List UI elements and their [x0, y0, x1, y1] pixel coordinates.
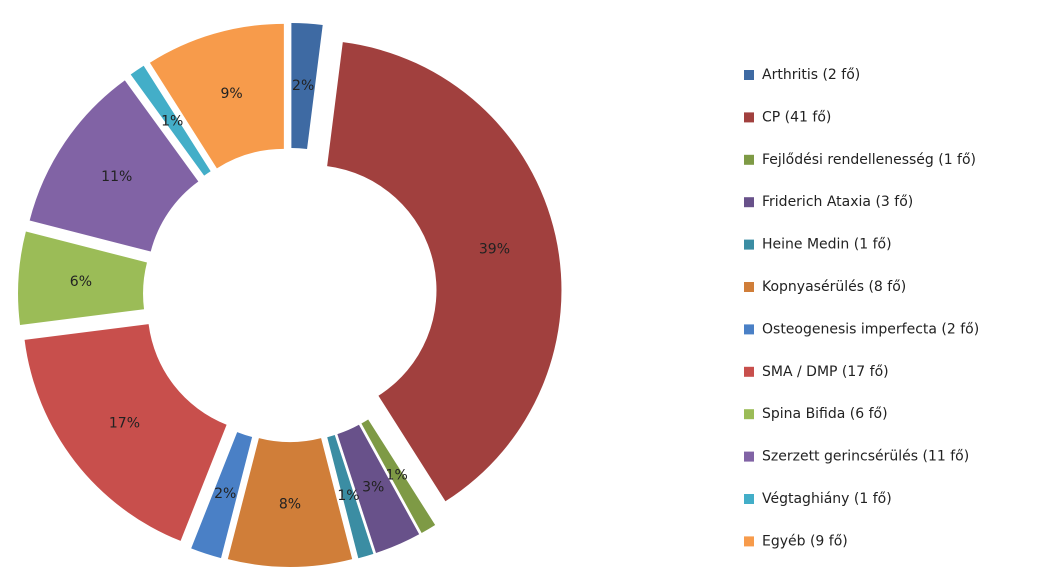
- legend-swatch: [744, 451, 754, 462]
- data-label: 1%: [161, 114, 183, 130]
- slice: [291, 23, 323, 150]
- legend-swatch: [744, 239, 754, 250]
- legend-label: Szerzett gerincsérülés (11 fő): [762, 449, 969, 465]
- slice: [361, 419, 436, 534]
- legend-label: Heine Medin (1 fő): [762, 237, 892, 253]
- slice: [24, 324, 227, 541]
- data-label: 11%: [101, 169, 132, 185]
- slice: [337, 424, 420, 553]
- data-label: 2%: [214, 486, 236, 502]
- legend-swatch: [744, 70, 754, 80]
- slice: [191, 432, 253, 559]
- legend-swatch: [744, 324, 754, 335]
- legend-label: Egyéb (9 fő): [762, 533, 848, 549]
- legend-swatch: [744, 494, 754, 504]
- data-label: 6%: [70, 274, 92, 290]
- legend-label: Spina Bifida (6 fő): [762, 406, 888, 422]
- data-label: 9%: [220, 86, 242, 102]
- slice: [327, 42, 562, 502]
- data-label: 1%: [337, 488, 359, 504]
- data-label: 3%: [362, 479, 384, 495]
- slice: [18, 231, 147, 325]
- data-label: 8%: [279, 497, 301, 513]
- data-label: 39%: [479, 241, 510, 257]
- legend-swatch: [744, 112, 754, 123]
- legend-label: Friderich Ataxia (3 fő): [762, 194, 913, 210]
- legend-label: Arthritis (2 fő): [762, 67, 860, 83]
- legend-label: CP (41 fő): [762, 109, 831, 125]
- legend-label: Osteogenesis imperfecta (2 fő): [762, 321, 979, 337]
- legend-swatch: [744, 282, 754, 292]
- legend-label: Végtaghiány (1 fő): [762, 491, 892, 507]
- slice: [130, 65, 211, 176]
- legend-label: Fejlődési rendellenesség (1 fő): [762, 152, 976, 168]
- legend-swatch: [744, 366, 754, 377]
- legend-swatch: [744, 409, 754, 420]
- slice: [29, 80, 199, 252]
- slice: [149, 23, 284, 169]
- legend-label: SMA / DMP (17 fő): [762, 364, 889, 380]
- data-label: 17%: [109, 415, 140, 431]
- slice: [227, 438, 353, 568]
- slice: [327, 435, 374, 559]
- legend-label: Kopnyasérülés (8 fő): [762, 279, 906, 295]
- data-label: 2%: [292, 78, 314, 94]
- legend-swatch: [744, 154, 754, 165]
- legend-swatch: [744, 197, 754, 208]
- legend-swatch: [744, 536, 754, 547]
- data-label: 1%: [386, 467, 408, 483]
